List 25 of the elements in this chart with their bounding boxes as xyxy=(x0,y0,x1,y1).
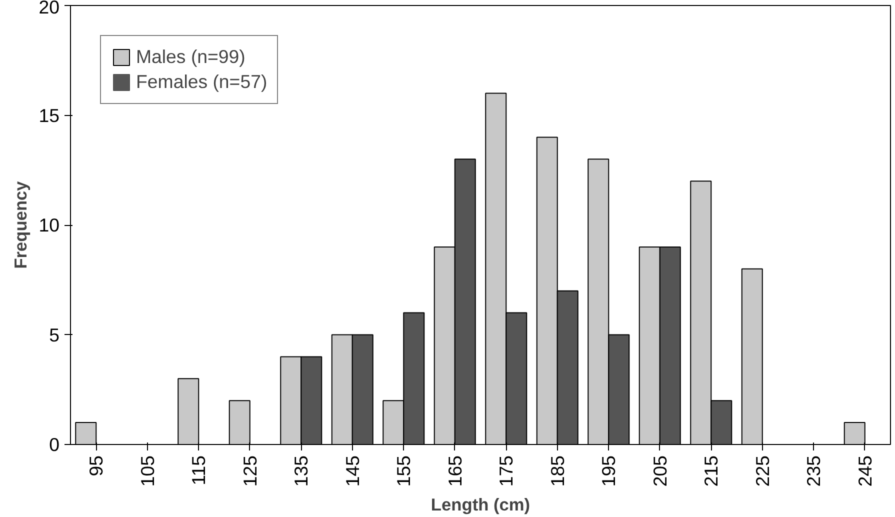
x-tick-label: 235 xyxy=(803,455,824,487)
y-tick-label: 15 xyxy=(38,104,60,126)
x-tick-label: 105 xyxy=(136,455,158,487)
x-tick-label: 115 xyxy=(188,455,210,486)
legend-label: Males (n=99) xyxy=(136,46,246,68)
x-tick-label: 165 xyxy=(444,455,466,487)
x-tick-label: 135 xyxy=(290,455,312,487)
x-tick-label: 145 xyxy=(342,455,363,487)
x-tick-label: 215 xyxy=(700,455,722,487)
x-tick-label: 175 xyxy=(496,455,517,487)
x-tick-label: 125 xyxy=(239,455,260,487)
x-axis-title: Length (cm) xyxy=(430,494,530,515)
y-tick-label: 0 xyxy=(49,434,60,455)
y-tick-label: 5 xyxy=(49,324,60,346)
legend-label: Females (n=57) xyxy=(136,71,268,93)
x-tick-label: 245 xyxy=(854,455,876,487)
y-tick-label: 20 xyxy=(38,0,60,18)
y-tick-label: 10 xyxy=(38,214,60,236)
x-tick-label: 185 xyxy=(546,455,568,487)
x-tick-label: 205 xyxy=(649,455,670,487)
x-tick-label: 95 xyxy=(86,455,107,476)
x-tick-label: 195 xyxy=(598,455,620,487)
x-tick-label: 225 xyxy=(752,455,773,487)
x-tick-label: 155 xyxy=(393,455,414,487)
y-axis-title: Frequency xyxy=(10,180,31,269)
